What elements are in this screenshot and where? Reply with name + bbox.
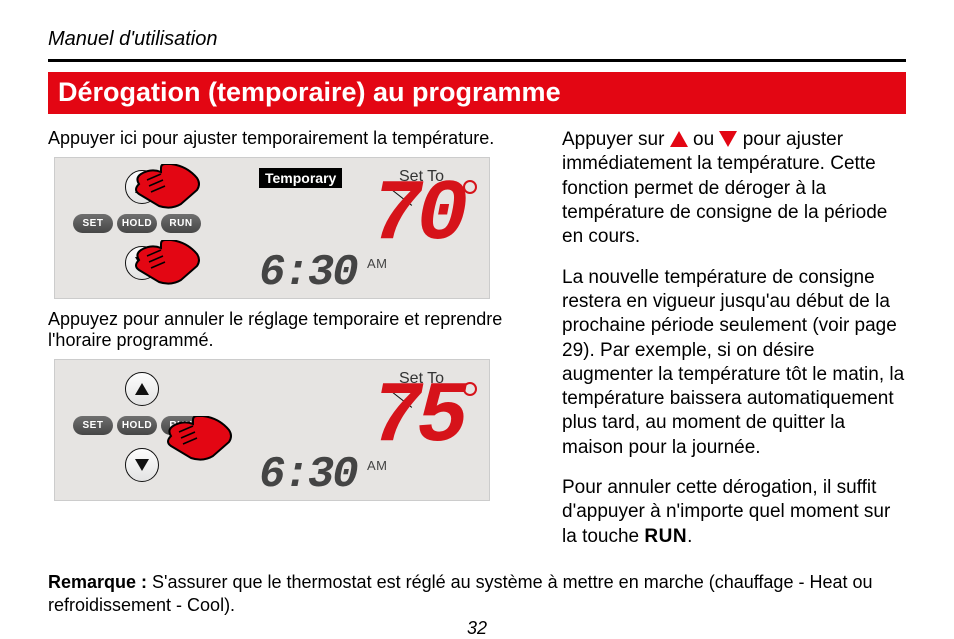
temp-up-button[interactable] [125, 170, 159, 204]
remark-label: Remarque : [48, 572, 152, 592]
mode-buttons-row: SET HOLD RUN [73, 214, 201, 233]
run-button[interactable]: RUN [161, 416, 201, 435]
temperature-value: 70 [371, 172, 462, 258]
triangle-up-icon [135, 383, 149, 395]
p1-text-a: Appuyer sur [562, 129, 670, 150]
lcd-display-1: Temporary Set To 70 6:30 AM [251, 162, 481, 294]
ampm-label: AM [367, 256, 388, 271]
paragraph-3: Pour annuler cette dérogation, il suffit… [562, 476, 906, 549]
mode-buttons-row: SET HOLD RUN [73, 416, 201, 435]
triangle-down-icon [135, 257, 149, 269]
thermostat-figure-1: SET HOLD RUN [54, 157, 490, 299]
triangle-down-icon [719, 131, 737, 147]
hold-button[interactable]: HOLD [117, 214, 157, 233]
remark-text: S'assurer que le thermostat est réglé au… [48, 572, 873, 615]
left-column: Appuyer ici pour ajuster temporairement … [48, 128, 538, 565]
run-keyword: RUN [644, 526, 687, 547]
hold-button[interactable]: HOLD [117, 416, 157, 435]
time-value: 6:30 [259, 248, 357, 298]
triangle-down-icon [135, 459, 149, 471]
temporary-badge: Temporary [259, 168, 342, 188]
ampm-label: AM [367, 458, 388, 473]
p3-text-a: Pour annuler cette dérogation, il suffit… [562, 477, 890, 547]
lead-text-1: Appuyer ici pour ajuster temporairement … [48, 128, 538, 149]
temp-down-button[interactable] [125, 448, 159, 482]
control-pad-2: SET HOLD RUN [77, 372, 207, 488]
triangle-up-icon [670, 131, 688, 147]
lcd-display-2: Set To 75 6:30 AM [251, 364, 481, 496]
p1-text-b: ou [693, 129, 719, 150]
run-button[interactable]: RUN [161, 214, 201, 233]
paragraph-2: La nouvelle température de consigne rest… [562, 266, 906, 461]
set-button[interactable]: SET [73, 214, 113, 233]
triangle-up-icon [135, 181, 149, 193]
thermostat-figure-2: SET HOLD RUN Set To 75 [54, 359, 490, 501]
header-rule [48, 59, 906, 62]
right-column: Appuyer sur ou pour ajuster immédiatemen… [562, 128, 906, 565]
degree-icon [463, 382, 477, 396]
lead-text-2: Appuyez pour annuler le réglage temporai… [48, 309, 538, 351]
remark-note: Remarque : S'assurer que le thermostat e… [48, 571, 906, 616]
paragraph-1: Appuyer sur ou pour ajuster immédiatemen… [562, 128, 906, 250]
temp-down-button[interactable] [125, 246, 159, 280]
page-number: 32 [48, 618, 906, 639]
time-value: 6:30 [259, 450, 357, 500]
set-button[interactable]: SET [73, 416, 113, 435]
control-pad-1: SET HOLD RUN [77, 170, 207, 286]
section-banner: Dérogation (temporaire) au programme [48, 72, 906, 114]
temperature-value: 75 [371, 374, 462, 460]
p3-text-b: . [687, 526, 692, 547]
degree-icon [463, 180, 477, 194]
temp-up-button[interactable] [125, 372, 159, 406]
doc-header: Manuel d'utilisation [48, 28, 906, 55]
